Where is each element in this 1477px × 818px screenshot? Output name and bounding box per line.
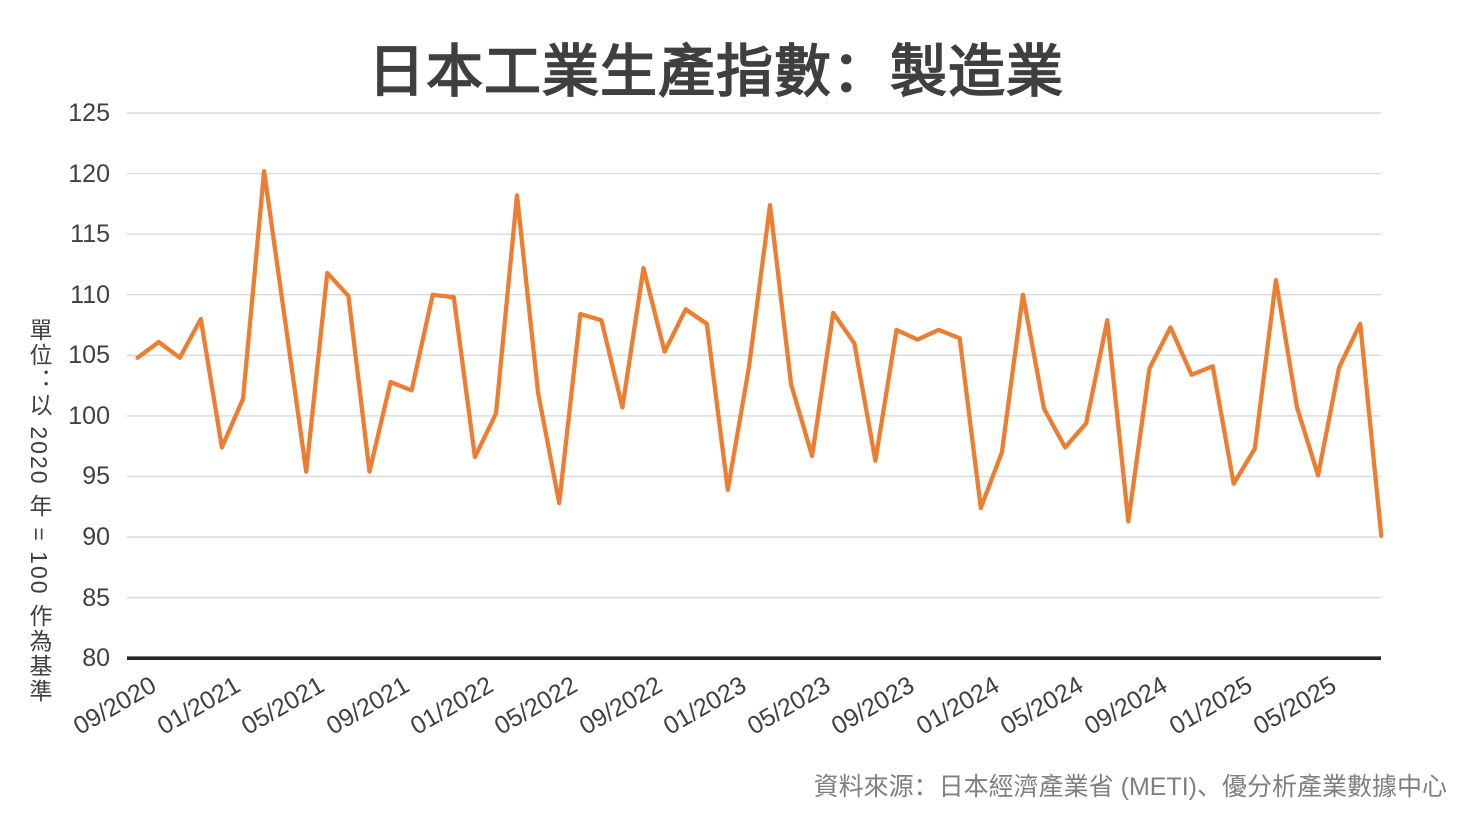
y-tick-label-95: 95 (82, 462, 110, 491)
y-tick-label-120: 120 (68, 159, 110, 188)
y-tick-label-80: 80 (82, 644, 110, 673)
y-axis-title: 單位：以 2020 年 = 100 作為基準 (26, 318, 52, 704)
y-tick-label-125: 125 (68, 99, 110, 127)
gridlines (127, 112, 1381, 599)
chart-title: 日本工業生產指數：製造業 (368, 40, 1064, 104)
y-tick-label-100: 100 (68, 401, 110, 430)
y-tick-label-85: 85 (82, 583, 110, 612)
y-tick-label-110: 110 (70, 280, 110, 309)
y-tick-label-105: 105 (68, 341, 110, 370)
source-note: 資料來源：日本經濟產業省 (METI)、優分析產業數據中心 (813, 773, 1447, 801)
y-tick-label-115: 115 (70, 220, 110, 249)
series-line-manufacturing-index (135, 169, 1384, 538)
y-tick-label-90: 90 (82, 523, 110, 552)
